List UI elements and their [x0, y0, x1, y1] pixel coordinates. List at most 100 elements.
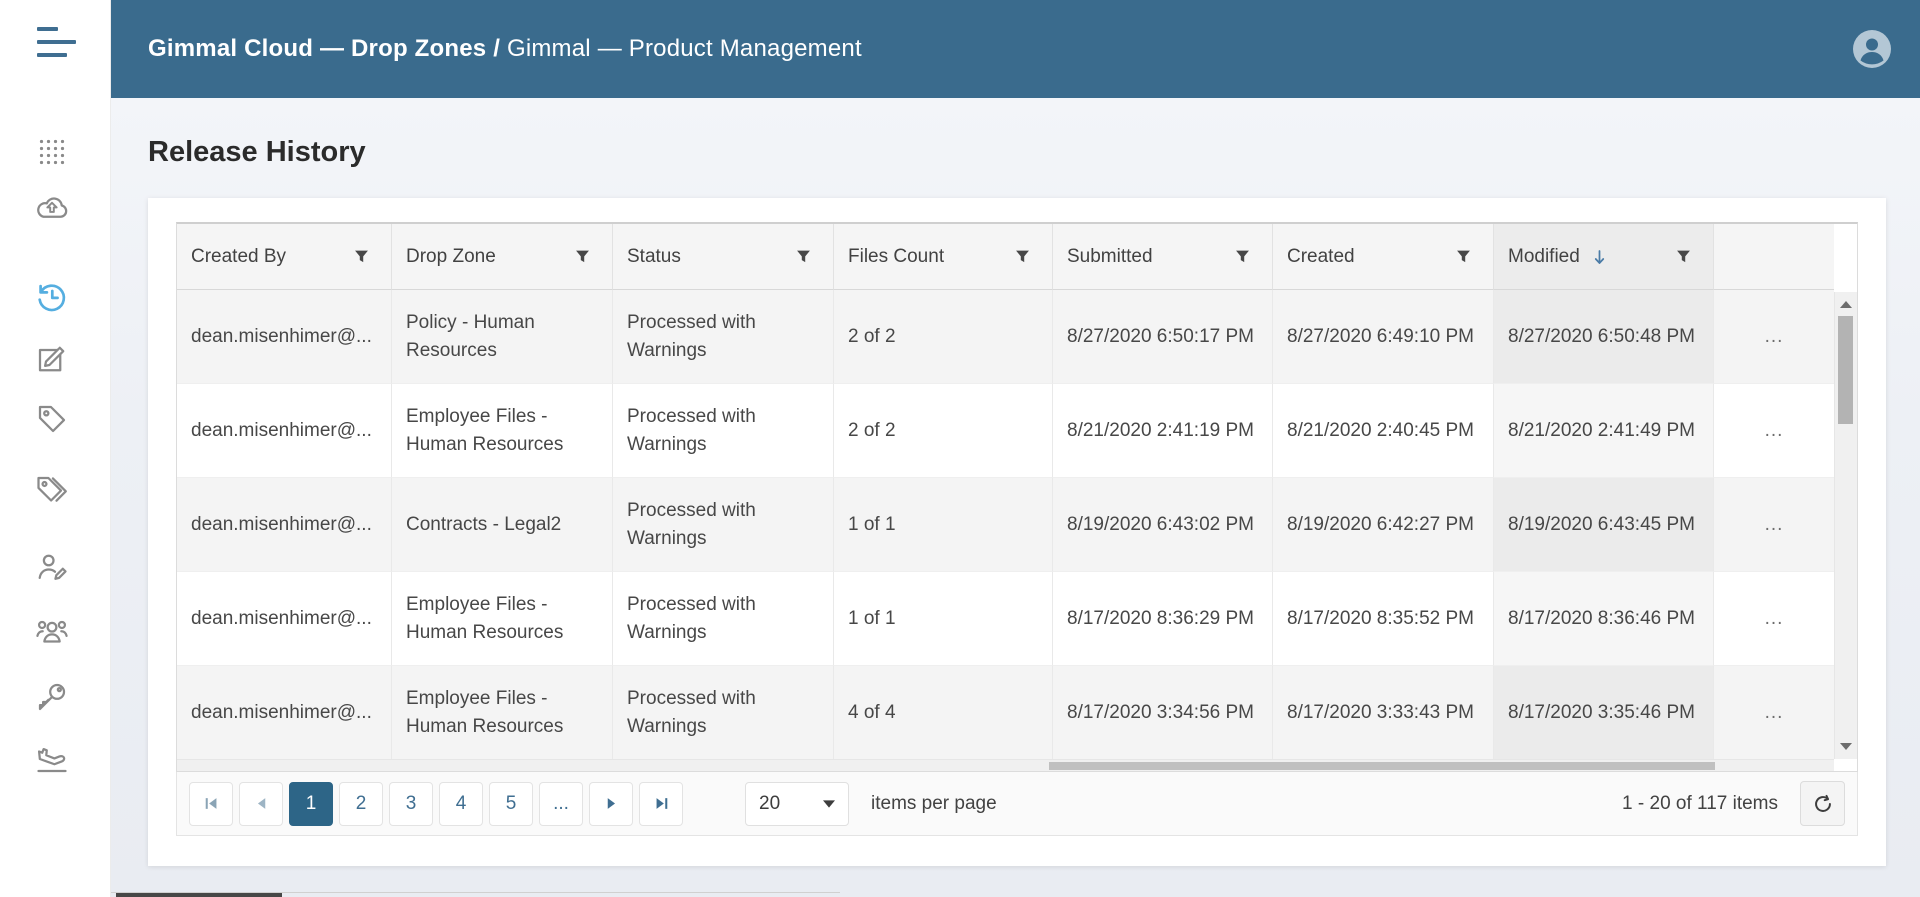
user-edit-icon: [34, 550, 70, 586]
sidebar-item-key[interactable]: [30, 677, 74, 717]
filter-icon[interactable]: [796, 249, 811, 264]
filter-icon[interactable]: [1456, 249, 1471, 264]
horizontal-scrollbar[interactable]: [177, 759, 1834, 771]
sort-desc-icon: [1594, 249, 1605, 265]
cloud-upload-icon: [34, 189, 70, 225]
table-row[interactable]: dean.misenhimer@... Contracts - Legal2 P…: [177, 478, 1834, 572]
scroll-up-icon[interactable]: [1840, 301, 1852, 308]
scroll-down-icon[interactable]: [1840, 743, 1852, 750]
table-row[interactable]: dean.misenhimer@... Policy - Human Resou…: [177, 290, 1834, 384]
filter-icon[interactable]: [1676, 249, 1691, 264]
first-page-button[interactable]: [189, 782, 233, 826]
cell-drop-zone: Contracts - Legal2: [392, 478, 613, 572]
cell-status: Processed with Warnings: [613, 478, 834, 572]
vertical-scrollbar-thumb[interactable]: [1838, 316, 1853, 424]
column-header-created[interactable]: Created: [1273, 224, 1494, 290]
pager: 1 2 3 4 5 ... 20 items per page 1 - 20 o…: [176, 772, 1858, 836]
cell-created: 8/19/2020 6:42:27 PM: [1273, 478, 1494, 572]
page-size-value: 20: [759, 793, 780, 815]
sidebar-item-tags[interactable]: [30, 470, 74, 510]
vertical-scrollbar[interactable]: [1834, 292, 1857, 759]
table-row[interactable]: dean.misenhimer@... Employee Files - Hum…: [177, 384, 1834, 478]
cell-drop-zone: Employee Files - Human Resources: [392, 572, 613, 666]
page-button-1[interactable]: 1: [289, 782, 333, 826]
column-header-created-by[interactable]: Created By: [177, 224, 392, 290]
prev-page-icon: [254, 796, 269, 811]
sidebar: [0, 0, 111, 897]
column-header-submitted[interactable]: Submitted: [1053, 224, 1273, 290]
sidebar-item-release-history[interactable]: [30, 277, 74, 317]
column-header-status[interactable]: Status: [613, 224, 834, 290]
prev-page-button[interactable]: [239, 782, 283, 826]
page-button-4[interactable]: 4: [439, 782, 483, 826]
cell-files-count: 1 of 1: [834, 478, 1053, 572]
cell-submitted: 8/17/2020 8:36:29 PM: [1053, 572, 1273, 666]
page-button-3[interactable]: 3: [389, 782, 433, 826]
plane-landing-icon: [34, 741, 70, 777]
cell-created-by: dean.misenhimer@...: [177, 290, 392, 384]
column-header-actions: [1714, 224, 1834, 290]
sidebar-item-edit[interactable]: [30, 339, 74, 379]
row-actions-ellipsis[interactable]: ...: [1714, 572, 1834, 666]
column-label: Created: [1287, 246, 1355, 268]
cell-status: Processed with Warnings: [613, 666, 834, 760]
page-title: Release History: [148, 136, 366, 169]
column-label: Drop Zone: [406, 246, 496, 268]
filter-icon[interactable]: [575, 249, 590, 264]
column-label: Status: [627, 246, 681, 268]
sidebar-item-upload[interactable]: [30, 187, 74, 227]
column-header-files-count[interactable]: Files Count: [834, 224, 1053, 290]
row-actions-ellipsis[interactable]: ...: [1714, 666, 1834, 760]
cell-status: Processed with Warnings: [613, 572, 834, 666]
items-per-page-label: items per page: [871, 793, 997, 815]
filter-icon[interactable]: [1015, 249, 1030, 264]
column-header-drop-zone[interactable]: Drop Zone: [392, 224, 613, 290]
user-avatar-icon[interactable]: [1852, 29, 1892, 69]
cell-submitted: 8/21/2020 2:41:19 PM: [1053, 384, 1273, 478]
row-actions-ellipsis[interactable]: ...: [1714, 290, 1834, 384]
row-actions-ellipsis[interactable]: ...: [1714, 384, 1834, 478]
cell-modified: 8/27/2020 6:50:48 PM: [1494, 290, 1714, 384]
sidebar-item-users[interactable]: [30, 612, 74, 652]
filter-icon[interactable]: [1235, 249, 1250, 264]
next-page-button[interactable]: [589, 782, 633, 826]
chevron-down-icon: [823, 800, 835, 808]
page-button-2[interactable]: 2: [339, 782, 383, 826]
cell-created-by: dean.misenhimer@...: [177, 384, 392, 478]
column-label: Modified: [1508, 246, 1580, 268]
grid-header-row: Created By Drop Zone Status Files Count …: [177, 224, 1834, 290]
app-title: Gimmal Cloud — Drop Zones / Gimmal — Pro…: [148, 35, 862, 63]
page-button-5[interactable]: 5: [489, 782, 533, 826]
row-actions-ellipsis[interactable]: ...: [1714, 478, 1834, 572]
filter-icon[interactable]: [354, 249, 369, 264]
horizontal-scrollbar-thumb[interactable]: [1049, 762, 1715, 770]
grid-dots-icon: [37, 137, 67, 167]
key-icon: [34, 679, 70, 715]
more-pages-button[interactable]: ...: [539, 782, 583, 826]
hamburger-menu-icon[interactable]: [37, 27, 81, 61]
cell-created: 8/27/2020 6:49:10 PM: [1273, 290, 1494, 384]
refresh-button[interactable]: [1800, 781, 1845, 826]
main-content: Release History Created By Drop Zone Sta…: [111, 98, 1920, 897]
cell-modified: 8/17/2020 3:35:46 PM: [1494, 666, 1714, 760]
cell-created-by: dean.misenhimer@...: [177, 666, 392, 760]
tag-icon: [34, 401, 70, 437]
sidebar-item-plane-landing[interactable]: [30, 739, 74, 779]
cell-files-count: 2 of 2: [834, 290, 1053, 384]
release-history-card: Created By Drop Zone Status Files Count …: [148, 198, 1886, 866]
edit-icon: [34, 341, 70, 377]
cell-files-count: 4 of 4: [834, 666, 1053, 760]
cell-modified: 8/17/2020 8:36:46 PM: [1494, 572, 1714, 666]
page-size-select[interactable]: 20: [745, 782, 849, 826]
last-page-button[interactable]: [639, 782, 683, 826]
column-header-modified[interactable]: Modified: [1494, 224, 1714, 290]
sidebar-item-grid[interactable]: [30, 132, 74, 172]
taskbar-strip: [116, 893, 282, 897]
column-label: Created By: [191, 246, 286, 268]
cell-files-count: 1 of 1: [834, 572, 1053, 666]
sidebar-item-tag[interactable]: [30, 399, 74, 439]
table-row[interactable]: dean.misenhimer@... Employee Files - Hum…: [177, 572, 1834, 666]
cell-submitted: 8/27/2020 6:50:17 PM: [1053, 290, 1273, 384]
table-row[interactable]: dean.misenhimer@... Employee Files - Hum…: [177, 666, 1834, 760]
sidebar-item-user-edit[interactable]: [30, 548, 74, 588]
